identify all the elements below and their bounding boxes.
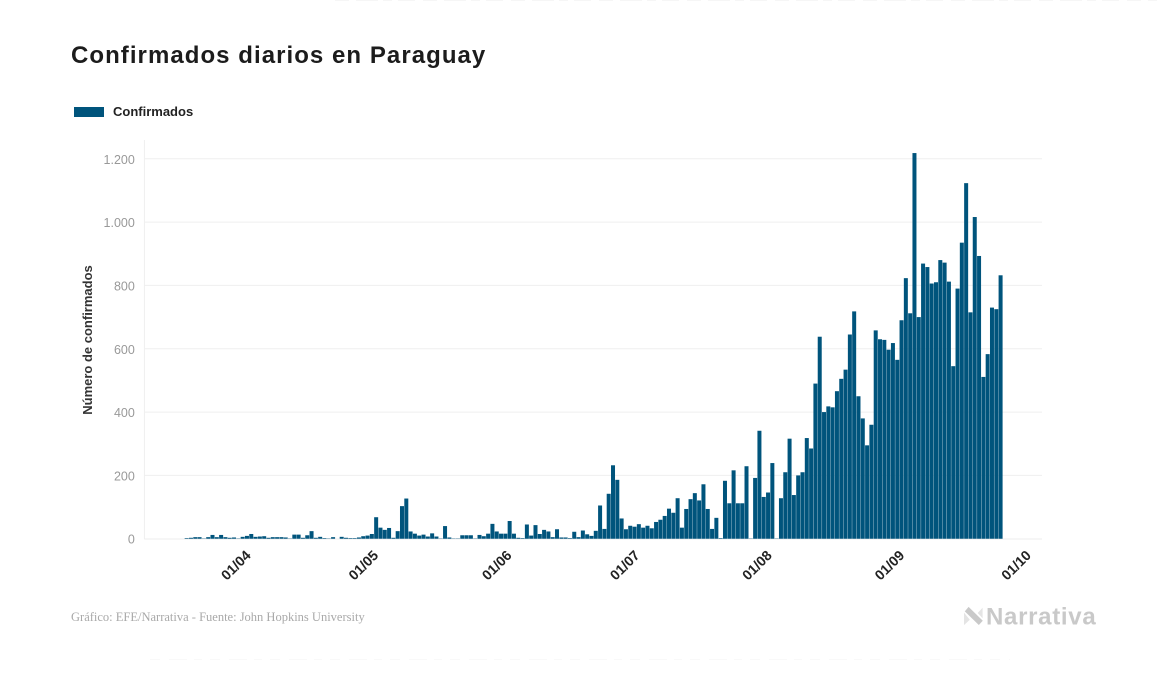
svg-text:01/05: 01/05 — [345, 547, 381, 583]
svg-text:01/04: 01/04 — [218, 547, 254, 583]
svg-text:200: 200 — [114, 469, 135, 483]
svg-text:Narrativa: Narrativa — [986, 604, 1096, 631]
svg-text:Número de confirmados: Número de confirmados — [80, 265, 95, 415]
svg-text:01/06: 01/06 — [479, 547, 515, 583]
svg-text:0: 0 — [128, 533, 135, 547]
svg-text:600: 600 — [114, 343, 135, 357]
svg-text:01/10: 01/10 — [998, 547, 1034, 583]
svg-text:01/08: 01/08 — [739, 547, 775, 583]
svg-text:800: 800 — [114, 279, 135, 293]
svg-text:1.200: 1.200 — [104, 153, 135, 167]
svg-text:400: 400 — [114, 406, 135, 420]
svg-text:01/07: 01/07 — [607, 547, 643, 583]
svg-text:01/09: 01/09 — [871, 547, 907, 583]
svg-text:1.000: 1.000 — [104, 216, 135, 230]
